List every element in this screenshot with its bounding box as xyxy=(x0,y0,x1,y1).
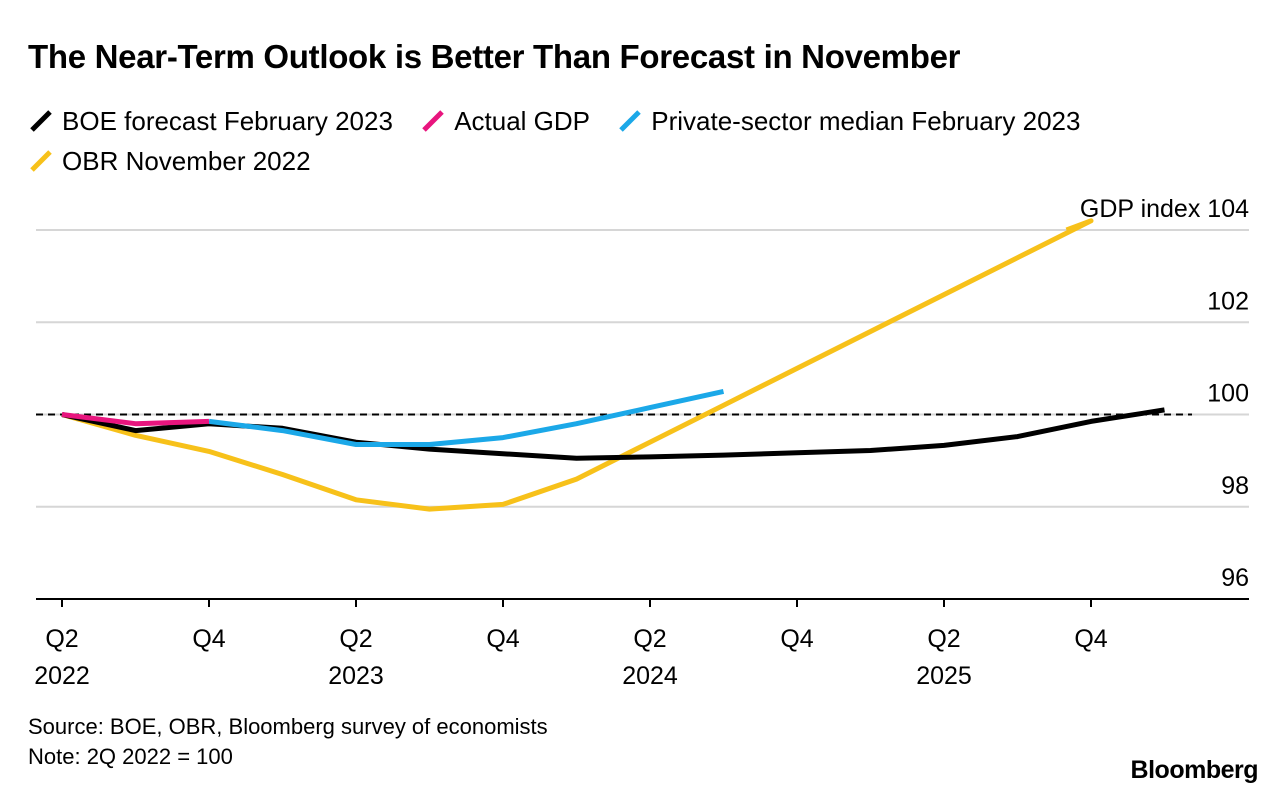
y-tick-label: 98 xyxy=(1221,472,1249,500)
y-tick-label: 96 xyxy=(1221,564,1249,592)
x-tick-label: Q4 xyxy=(192,625,225,653)
x-tick-year-label: 2023 xyxy=(328,662,384,690)
x-tick-label: Q4 xyxy=(780,625,813,653)
legend-item-actual: Actual GDP xyxy=(420,103,590,139)
legend-item-boe: BOE forecast February 2023 xyxy=(28,103,393,139)
series-line-0 xyxy=(61,218,1094,512)
x-tick-label: Q4 xyxy=(1074,625,1107,653)
legend-label-actual: Actual GDP xyxy=(454,106,591,136)
y-tick-label: GDP index 104 xyxy=(1080,195,1249,223)
legend-item-obr: OBR November 2022 xyxy=(28,143,311,179)
legend-label-obr: OBR November 2022 xyxy=(62,146,311,176)
legend-swatch-private xyxy=(617,108,643,134)
x-tick-label: Q4 xyxy=(486,625,519,653)
legend-swatch-actual xyxy=(420,108,446,134)
legend-label-boe: BOE forecast February 2023 xyxy=(62,106,393,136)
series-line-2 xyxy=(208,388,725,447)
x-tick-year-label: 2024 xyxy=(622,662,678,690)
x-tick-label: Q2 xyxy=(927,625,960,653)
x-tick-label: Q2 xyxy=(633,625,666,653)
bloomberg-logo: Bloomberg xyxy=(1130,756,1259,784)
footer: Source: BOE, OBR, Bloomberg survey of ec… xyxy=(28,712,548,772)
legend-label-private: Private-sector median February 2023 xyxy=(651,106,1081,136)
line-chart: 96 98 100 102 GDP index 104 Q2 2022 Q4 Q2 2023 Q4 Q… xyxy=(34,195,1249,690)
legend: BOE forecast February 2023 Actual GDP Pr… xyxy=(28,103,1258,183)
x-tick-year-label: 2022 xyxy=(34,662,90,690)
legend-item-private: Private-sector median February 2023 xyxy=(617,103,1080,139)
x-tick-label: Q2 xyxy=(45,625,78,653)
index-note: Note: 2Q 2022 = 100 xyxy=(28,744,233,769)
y-tick-label: 100 xyxy=(1207,380,1249,408)
y-tick-label: 102 xyxy=(1207,287,1249,315)
x-tick-year-label: 2025 xyxy=(916,662,972,690)
x-tick-label: Q2 xyxy=(339,625,372,653)
legend-swatch-boe xyxy=(28,108,54,134)
source-note: Source: BOE, OBR, Bloomberg survey of ec… xyxy=(28,714,548,739)
series-line-3 xyxy=(61,412,210,427)
legend-swatch-obr xyxy=(28,148,54,174)
chart-title: The Near-Term Outlook is Better Than For… xyxy=(28,38,961,75)
